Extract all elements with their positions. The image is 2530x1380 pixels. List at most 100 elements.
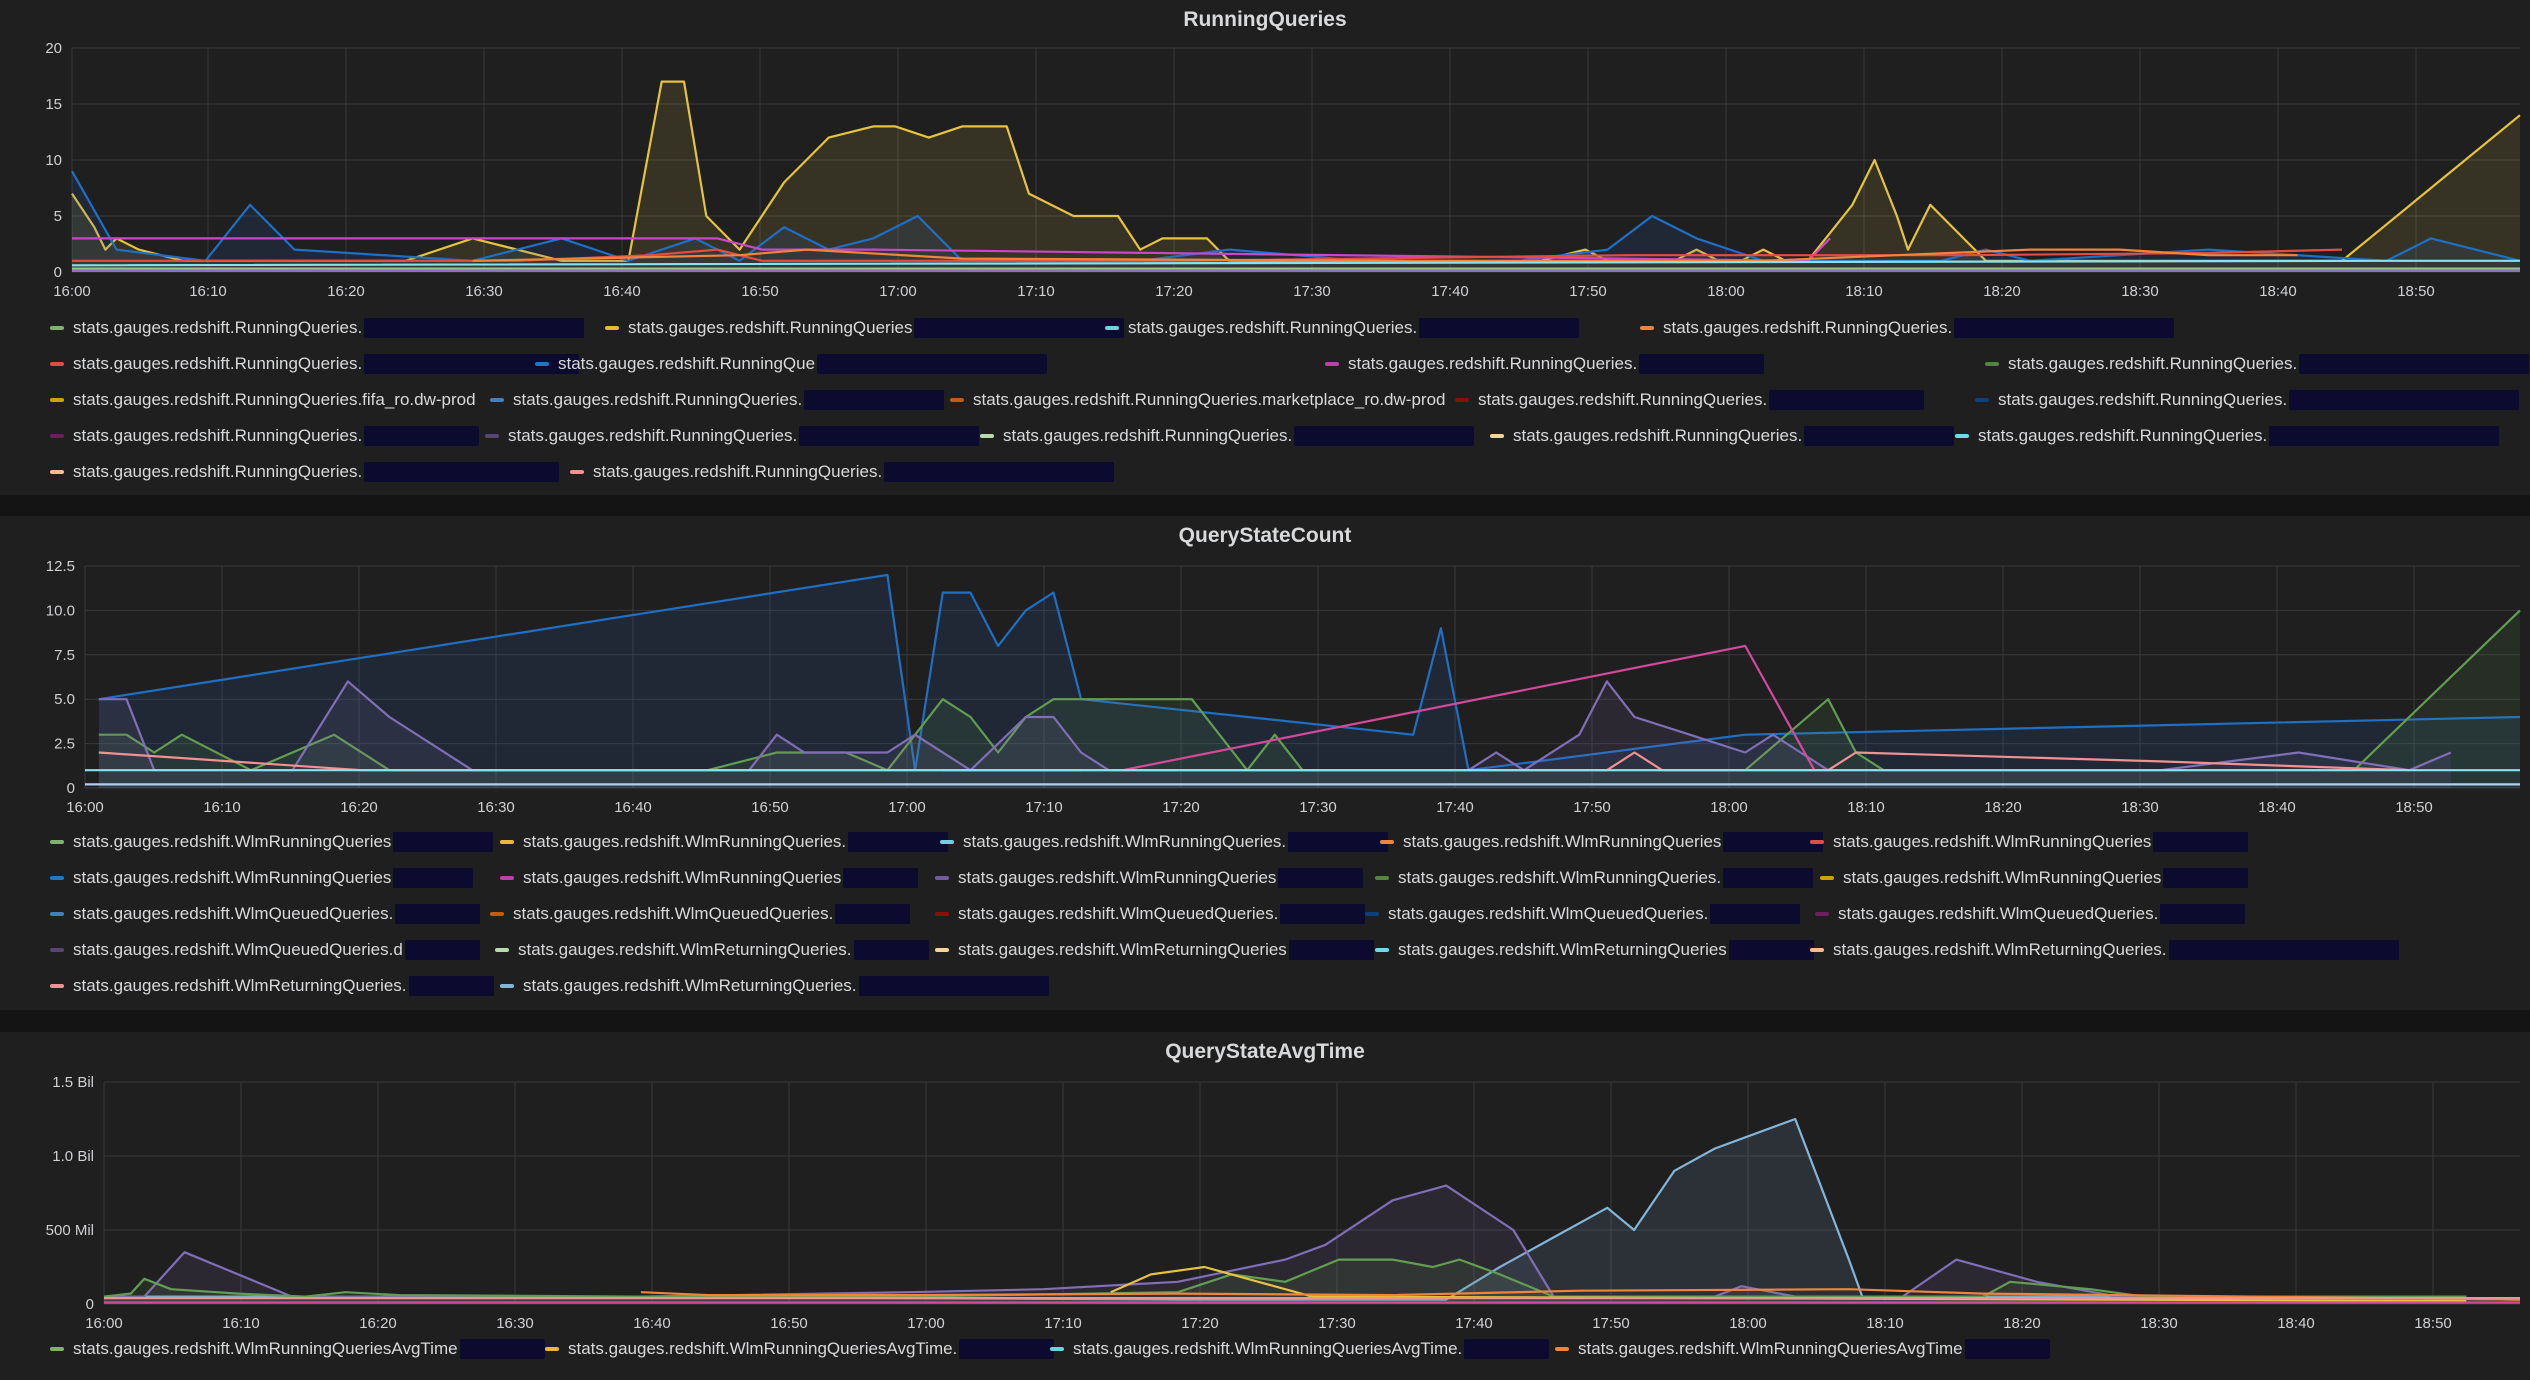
x-tick-label: 16:50 bbox=[751, 799, 789, 816]
series-line[interactable] bbox=[98, 609, 2521, 772]
legend-item[interactable]: stats.gauges.redshift.WlmQueuedQueries.d bbox=[50, 940, 480, 960]
x-tick-label: 17:00 bbox=[888, 799, 926, 816]
legend-row: stats.gauges.redshift.RunningQueries. sta… bbox=[50, 454, 2520, 490]
legend-item[interactable]: stats.gauges.redshift.RunningQueries. bbox=[50, 462, 560, 482]
legend-item[interactable]: stats.gauges.redshift.RunningQueries.fif… bbox=[50, 390, 476, 410]
series-line[interactable] bbox=[98, 680, 2452, 772]
legend-item[interactable]: stats.gauges.redshift.WlmRunningQueriesA… bbox=[50, 1339, 545, 1359]
legend-item[interactable]: stats.gauges.redshift.RunningQueries. bbox=[485, 426, 980, 446]
legend-swatch bbox=[50, 840, 64, 844]
redaction-block bbox=[835, 904, 911, 924]
series-line[interactable] bbox=[1122, 644, 1816, 772]
legend-item[interactable]: stats.gauges.redshift.RunningQueries. bbox=[1105, 318, 1580, 338]
series-area bbox=[72, 81, 2520, 272]
redaction-block bbox=[2299, 354, 2530, 374]
legend-swatch bbox=[940, 840, 954, 844]
legend-item[interactable]: stats.gauges.redshift.WlmQueuedQueries. bbox=[490, 904, 911, 924]
legend-item[interactable]: stats.gauges.redshift.WlmReturningQuerie… bbox=[1375, 940, 1814, 960]
legend-item[interactable]: stats.gauges.redshift.RunningQueries. bbox=[980, 426, 1475, 446]
legend-item[interactable]: stats.gauges.redshift.RunningQueries bbox=[605, 318, 1125, 338]
legend-item[interactable]: stats.gauges.redshift.WlmQueuedQueries. bbox=[1365, 904, 1801, 924]
legend-label: stats.gauges.redshift.WlmQueuedQueries. bbox=[1838, 904, 2159, 923]
x-tick-label: 17:40 bbox=[1455, 1315, 1493, 1332]
legend-item[interactable]: stats.gauges.redshift.WlmReturningQuerie… bbox=[495, 940, 929, 960]
legend-item[interactable]: stats.gauges.redshift.RunningQueries. bbox=[570, 462, 1115, 482]
legend-item[interactable]: stats.gauges.redshift.WlmRunningQueries. bbox=[1375, 868, 1814, 888]
panel-title[interactable]: QueryStateCount bbox=[1178, 524, 1352, 547]
chart-state[interactable]: 0 2.5 5.0 7.5 10.0 12.5 16:00 16:10 16:20 16:30 16… bbox=[0, 516, 2530, 816]
legend-label: stats.gauges.redshift.RunningQueries. bbox=[1478, 390, 1768, 409]
series-line[interactable] bbox=[98, 573, 2521, 772]
legend-label: stats.gauges.redshift.RunningQueries. bbox=[73, 462, 363, 481]
legend-item[interactable]: stats.gauges.redshift.WlmReturningQuerie… bbox=[50, 976, 494, 996]
chart-avgtime[interactable]: 0 500 Mil 1.0 Bil 1.5 Bil 16:00 16:10 16:20 16:… bbox=[0, 1032, 2530, 1332]
legend-item[interactable]: stats.gauges.redshift.WlmRunningQueriesA… bbox=[545, 1339, 1055, 1359]
legend-swatch bbox=[1815, 912, 1829, 916]
redaction-block bbox=[2289, 390, 2520, 410]
legend-item[interactable]: stats.gauges.redshift.WlmReturningQuerie… bbox=[500, 976, 1049, 996]
legend-item[interactable]: stats.gauges.redshift.RunningQueries. bbox=[1985, 354, 2530, 374]
legend-item[interactable]: stats.gauges.redshift.RunningQueries. bbox=[1640, 318, 2175, 338]
legend-item[interactable]: stats.gauges.redshift.WlmRunningQueries bbox=[1380, 832, 1824, 852]
redaction-block bbox=[459, 1339, 545, 1359]
panel-state: QueryStateCount 0 2.5 5.0 7.5 10.0 12.5 16:00 16… bbox=[0, 516, 2530, 1010]
redaction-block bbox=[1288, 832, 1389, 852]
legend-item[interactable]: stats.gauges.redshift.RunningQueries. bbox=[1975, 390, 2520, 410]
x-tick-label: 16:00 bbox=[85, 1315, 123, 1332]
y-tick-label: 5.0 bbox=[54, 691, 75, 708]
legend-item[interactable]: stats.gauges.redshift.RunningQueries.mar… bbox=[950, 390, 1445, 410]
legend-swatch bbox=[1375, 948, 1389, 952]
legend-label: stats.gauges.redshift.WlmReturningQuerie… bbox=[518, 940, 852, 959]
redaction-block bbox=[1804, 426, 1955, 446]
legend-item[interactable]: stats.gauges.redshift.RunningQueries. bbox=[490, 390, 945, 410]
x-tick-label: 16:10 bbox=[222, 1315, 260, 1332]
x-tick-label: 17:10 bbox=[1017, 283, 1055, 300]
legend: stats.gauges.redshift.WlmRunningQueries s… bbox=[50, 824, 2520, 1004]
legend-label: stats.gauges.redshift.WlmRunningQueries bbox=[958, 868, 1277, 887]
series-line[interactable] bbox=[71, 80, 2521, 262]
legend-label: stats.gauges.redshift.RunningQueries.fif… bbox=[73, 390, 476, 409]
legend-item[interactable]: stats.gauges.redshift.RunningQueries. bbox=[50, 426, 480, 446]
legend-item[interactable]: stats.gauges.redshift.WlmReturningQuerie… bbox=[1810, 940, 2399, 960]
legend-item[interactable]: stats.gauges.redshift.WlmRunningQueriesA… bbox=[1555, 1339, 2050, 1359]
panel-title[interactable]: QueryStateAvgTime bbox=[1165, 1040, 1365, 1063]
legend-item[interactable]: stats.gauges.redshift.RunningQueries. bbox=[1455, 390, 1925, 410]
legend-item[interactable]: stats.gauges.redshift.RunningQueries. bbox=[1325, 354, 1765, 374]
legend-item[interactable]: stats.gauges.redshift.WlmRunningQueries bbox=[50, 868, 474, 888]
x-tick-label: 18:00 bbox=[1729, 1315, 1767, 1332]
redaction-block bbox=[843, 868, 919, 888]
series-line[interactable] bbox=[472, 248, 2298, 262]
legend-item[interactable]: stats.gauges.redshift.RunningQue bbox=[535, 354, 1048, 374]
legend-label: stats.gauges.redshift.WlmRunningQueriesA… bbox=[1578, 1339, 1963, 1358]
legend-swatch bbox=[500, 876, 514, 880]
legend-item[interactable]: stats.gauges.redshift.RunningQueries. bbox=[50, 318, 585, 338]
legend-swatch bbox=[495, 948, 509, 952]
series-line[interactable] bbox=[72, 237, 1831, 262]
legend-item[interactable]: stats.gauges.redshift.WlmRunningQueries bbox=[1820, 868, 2249, 888]
redaction-block bbox=[408, 976, 494, 996]
legend-item[interactable]: stats.gauges.redshift.WlmQueuedQueries. bbox=[935, 904, 1366, 924]
legend-item[interactable]: stats.gauges.redshift.WlmQueuedQueries. bbox=[1815, 904, 2246, 924]
legend-label: stats.gauges.redshift.RunningQueries.mar… bbox=[973, 390, 1446, 409]
legend-item[interactable]: stats.gauges.redshift.RunningQueries. bbox=[1955, 426, 2500, 446]
legend-item[interactable]: stats.gauges.redshift.WlmRunningQueriesA… bbox=[1050, 1339, 1550, 1359]
legend-item[interactable]: stats.gauges.redshift.WlmRunningQueries. bbox=[500, 832, 949, 852]
series-line[interactable] bbox=[71, 259, 2520, 267]
redaction-block bbox=[853, 940, 929, 960]
chart-running[interactable]: 0 5 10 15 20 16:00 16:10 16:20 16:30 16:40 16:50 17… bbox=[0, 0, 2530, 300]
legend-item[interactable]: stats.gauges.redshift.WlmRunningQueries bbox=[1810, 832, 2249, 852]
legend-item[interactable]: stats.gauges.redshift.WlmRunningQueries bbox=[50, 832, 494, 852]
series-line[interactable] bbox=[640, 1288, 2521, 1301]
panel-title[interactable]: RunningQueries bbox=[1183, 8, 1347, 31]
legend-item[interactable]: stats.gauges.redshift.RunningQueries. bbox=[1490, 426, 1955, 446]
legend-item[interactable]: stats.gauges.redshift.WlmReturningQuerie… bbox=[935, 940, 1374, 960]
legend-item[interactable]: stats.gauges.redshift.WlmRunningQueries bbox=[500, 868, 919, 888]
x-tick-label: 18:40 bbox=[2259, 283, 2297, 300]
legend-item[interactable]: stats.gauges.redshift.RunningQueries. bbox=[50, 354, 580, 374]
legend-item[interactable]: stats.gauges.redshift.WlmQueuedQueries. bbox=[50, 904, 481, 924]
legend-label: stats.gauges.redshift.WlmReturningQuerie… bbox=[958, 940, 1287, 959]
legend-item[interactable]: stats.gauges.redshift.WlmRunningQueries bbox=[935, 868, 1364, 888]
legend-swatch bbox=[1490, 434, 1504, 438]
legend-label: stats.gauges.redshift.WlmRunningQueriesA… bbox=[73, 1339, 458, 1358]
legend-item[interactable]: stats.gauges.redshift.WlmRunningQueries. bbox=[940, 832, 1389, 852]
